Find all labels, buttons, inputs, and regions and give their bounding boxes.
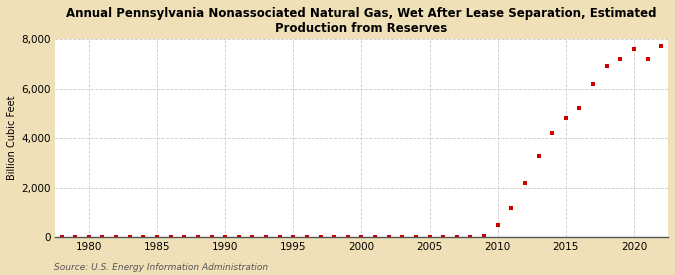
Y-axis label: Billion Cubic Feet: Billion Cubic Feet: [7, 96, 17, 180]
Text: Source: U.S. Energy Information Administration: Source: U.S. Energy Information Administ…: [54, 263, 268, 272]
Title: Annual Pennsylvania Nonassociated Natural Gas, Wet After Lease Separation, Estim: Annual Pennsylvania Nonassociated Natura…: [66, 7, 657, 35]
